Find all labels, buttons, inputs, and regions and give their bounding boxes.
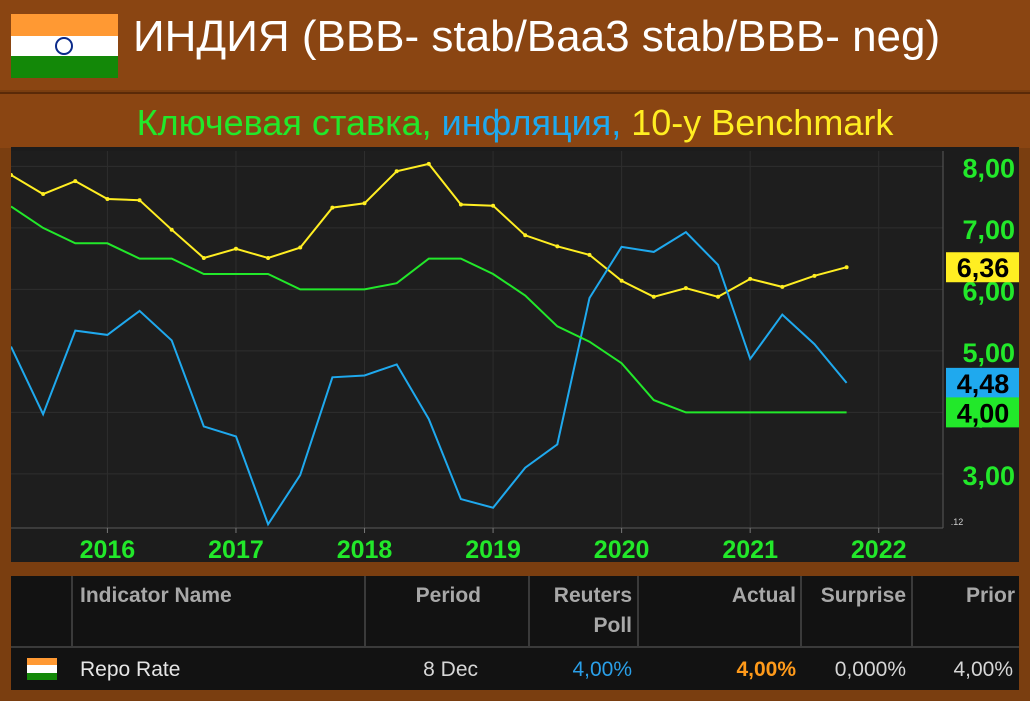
benchmark-point — [491, 203, 496, 208]
benchmark-point — [41, 192, 46, 197]
benchmark-point — [233, 246, 238, 251]
indicator-table: Indicator Name Period Reuters Poll Actua… — [11, 576, 1019, 690]
subtitle-key-rate: Ключевая ставка, — [136, 102, 432, 143]
subtitle-inflation: инфляция, — [431, 102, 622, 143]
india-flag-icon — [11, 14, 118, 78]
page-title: ИНДИЯ (BBB- stab/Baa3 stab/BBB- neg) — [133, 12, 941, 61]
x-tick-label: 2016 — [80, 536, 136, 562]
header-reuters-poll-line2: Poll — [593, 614, 632, 637]
benchmark-point — [137, 198, 142, 203]
last-value-label: 6,36 — [957, 253, 1010, 283]
benchmark-point — [458, 202, 463, 207]
benchmark-point — [523, 233, 528, 238]
chart-svg: 8,007,006,005,004,003,002016201720182019… — [11, 151, 1019, 562]
benchmark-point — [73, 179, 78, 184]
cell-indicator-name: Repo Rate — [80, 658, 181, 681]
cell-reuters-poll: 4,00% — [572, 658, 632, 681]
header-reuters-poll-line1: Reuters — [553, 584, 632, 607]
cell-period: 8 Dec — [423, 658, 478, 681]
y-tick-label: 5,00 — [962, 338, 1015, 368]
benchmark-point — [651, 294, 656, 299]
last-value-badge — [946, 252, 1019, 283]
y-tick-label: 3,00 — [962, 461, 1015, 491]
header-period: Period — [415, 584, 481, 607]
x-tick-label: 2019 — [465, 536, 521, 562]
x-tick-label: 2022 — [851, 536, 907, 562]
last-value-badge — [946, 397, 1019, 428]
benchmark-point — [330, 205, 335, 210]
benchmark-point — [844, 265, 849, 270]
x-tick-label: 2018 — [337, 536, 393, 562]
last-value-label: 4,48 — [957, 369, 1010, 399]
chart-subtitle: Ключевая ставка, инфляция, 10-y Benchmar… — [0, 102, 1030, 144]
benchmark-point — [266, 256, 271, 261]
benchmark-point — [812, 273, 817, 278]
header-indicator-name: Indicator Name — [80, 584, 232, 607]
key-rate-line — [11, 205, 847, 414]
y-tick-label: 7,00 — [962, 215, 1015, 245]
benchmark-point — [11, 172, 13, 177]
header-actual: Actual — [731, 584, 796, 607]
cell-actual: 4,00% — [736, 658, 796, 681]
last-value-label: 4,00 — [957, 398, 1010, 428]
table-row[interactable]: Repo Rate 8 Dec 4,00% 4,00% 0,000% 4,00% — [11, 648, 1019, 690]
india-flag-icon — [27, 658, 57, 680]
last-value-badge — [946, 367, 1019, 398]
header-surprise: Surprise — [820, 584, 906, 607]
benchmark-point — [169, 227, 174, 232]
subtitle-benchmark: 10-y Benchmark — [621, 102, 894, 143]
benchmark-point — [298, 245, 303, 250]
benchmark-point — [748, 276, 753, 281]
y-tick-label: 8,00 — [962, 153, 1015, 183]
benchmark-point — [555, 244, 560, 249]
benchmark-point — [394, 169, 399, 174]
benchmark-point — [362, 201, 367, 206]
cell-surprise: 0,000% — [834, 658, 906, 681]
plot-area — [11, 151, 943, 528]
y-axis-min-label: .12 — [951, 517, 964, 527]
benchmark-point — [780, 284, 785, 289]
benchmark-point — [426, 161, 431, 166]
header-bar: ИНДИЯ (BBB- stab/Baa3 stab/BBB- neg) — [0, 0, 1030, 90]
x-tick-label: 2017 — [208, 536, 264, 562]
benchmark-point — [587, 252, 592, 257]
inflation-line — [11, 230, 848, 527]
cell-prior: 4,00% — [953, 658, 1013, 681]
x-tick-label: 2020 — [594, 536, 650, 562]
line-chart: 8,007,006,005,004,003,002016201720182019… — [11, 147, 1019, 562]
header-prior: Prior — [965, 584, 1015, 607]
x-tick-label: 2021 — [722, 536, 778, 562]
benchmark-point — [619, 278, 624, 283]
benchmark-point — [683, 286, 688, 291]
benchmark-point — [105, 196, 110, 201]
benchmark-point — [716, 294, 721, 299]
subtitle-bar: Ключевая ставка, инфляция, 10-y Benchmar… — [0, 92, 1030, 148]
benchmark-point — [201, 256, 206, 261]
